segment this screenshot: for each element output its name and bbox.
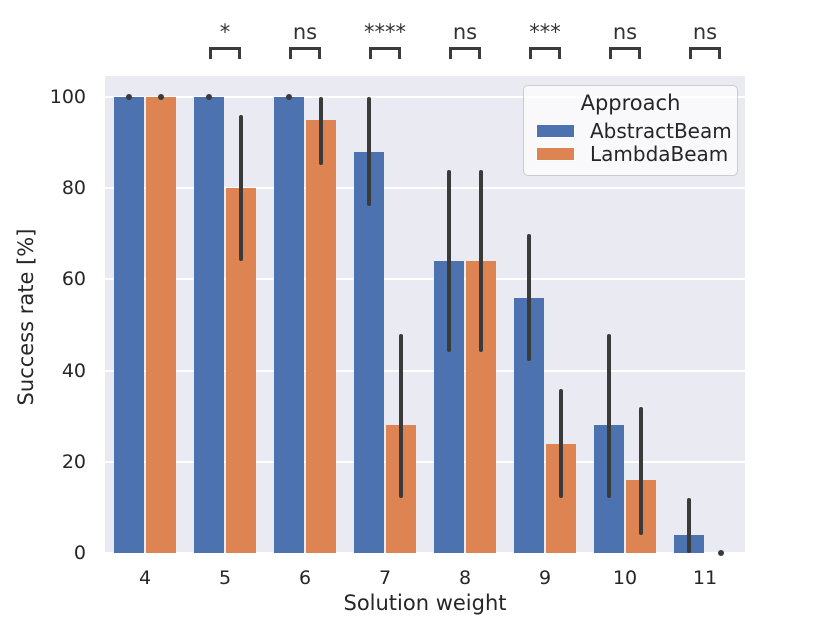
y-tick-label-0: 0 — [73, 542, 86, 564]
legend-items: AbstractBeam LambdaBeam — [524, 119, 737, 166]
x-tick-label-7: 7 — [378, 567, 392, 589]
bar-abstractbeam-5 — [194, 96, 224, 553]
legend-item-abstractbeam: AbstractBeam — [536, 119, 737, 143]
x-axis-label: Solution weight — [343, 591, 507, 615]
errorbar-lambdabeam-7 — [399, 334, 403, 499]
bar-abstractbeam-6 — [274, 96, 304, 553]
gridline-20 — [105, 460, 745, 463]
x-tick-label-4: 4 — [138, 567, 152, 589]
legend-swatch-abstractbeam — [536, 124, 575, 138]
legend-label-lambdabeam: LambdaBeam — [590, 142, 729, 166]
significance-bracket-10 — [609, 47, 641, 59]
significance-bracket-5 — [209, 47, 241, 59]
errorbar-lambdabeam-6 — [319, 96, 323, 166]
y-tick-label-80: 80 — [61, 177, 86, 200]
significance-bracket-11 — [689, 47, 721, 59]
y-tick-label-60: 60 — [61, 268, 86, 291]
significance-label-7: **** — [364, 20, 406, 44]
bar-abstractbeam-7 — [354, 151, 384, 553]
significance-label-6: ns — [292, 20, 318, 44]
significance-label-10: ns — [612, 20, 638, 44]
errorbar-dot-abstractbeam-6 — [286, 93, 292, 100]
x-tick-label-8: 8 — [458, 567, 472, 589]
legend-swatch-lambdabeam — [536, 147, 575, 161]
errorbar-dot-lambdabeam-11 — [718, 550, 724, 556]
errorbar-dot-abstractbeam-5 — [206, 93, 212, 100]
gridline-80 — [105, 187, 745, 190]
significance-bracket-7 — [369, 47, 401, 59]
y-tick-label-100: 100 — [49, 85, 86, 108]
legend-item-lambdabeam: LambdaBeam — [536, 142, 737, 166]
y-axis-label: Success rate [%] — [14, 228, 38, 406]
errorbar-dot-abstractbeam-4 — [126, 93, 132, 100]
x-tick-label-5: 5 — [218, 567, 232, 589]
x-tick-label-11: 11 — [692, 567, 718, 589]
significance-label-5: * — [219, 20, 231, 44]
significance-label-11: ns — [692, 20, 718, 44]
bar-lambdabeam-6 — [306, 119, 336, 553]
y-tick-label-20: 20 — [61, 450, 86, 473]
x-tick-label-9: 9 — [538, 567, 552, 589]
gridline-40 — [105, 369, 745, 372]
x-tick-label-10: 10 — [612, 567, 638, 589]
y-tick-label-40: 40 — [61, 359, 86, 382]
legend: Approach AbstractBeam LambdaBeam — [523, 85, 738, 176]
x-tick-label-6: 6 — [298, 567, 312, 589]
errorbar-lambdabeam-8 — [479, 169, 483, 353]
legend-title: Approach — [580, 91, 681, 115]
gridline-60 — [105, 278, 745, 281]
gridline-0 — [105, 552, 745, 554]
errorbar-abstractbeam-10 — [607, 334, 611, 499]
significance-bracket-8 — [449, 47, 481, 59]
errorbar-abstractbeam-7 — [367, 96, 371, 207]
errorbar-abstractbeam-8 — [447, 169, 451, 353]
errorbar-lambdabeam-9 — [559, 388, 563, 499]
errorbar-abstractbeam-9 — [527, 233, 531, 362]
errorbar-lambdabeam-10 — [639, 407, 643, 535]
significance-bracket-6 — [289, 47, 321, 59]
gridline-100 — [105, 95, 745, 98]
errorbar-abstractbeam-11 — [687, 498, 691, 553]
significance-label-9: *** — [529, 20, 561, 44]
bar-lambdabeam-4 — [146, 96, 176, 553]
errorbar-lambdabeam-5 — [239, 115, 243, 262]
significance-label-8: ns — [452, 20, 478, 44]
significance-bracket-9 — [529, 47, 561, 59]
legend-label-abstractbeam: AbstractBeam — [590, 119, 732, 143]
bar-abstractbeam-4 — [114, 96, 144, 553]
errorbar-dot-lambdabeam-4 — [158, 93, 164, 100]
